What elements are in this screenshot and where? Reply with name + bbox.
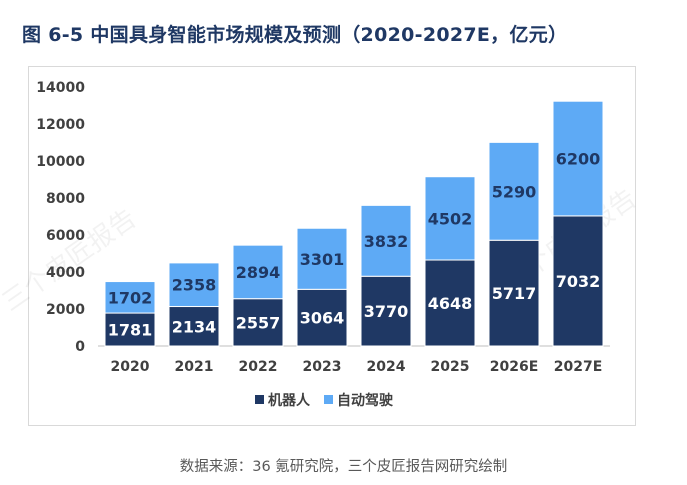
legend-label: 机器人: [268, 392, 311, 409]
y-tick-label: 12000: [36, 117, 85, 133]
bar-robot: [488, 239, 540, 347]
chart-frame: [28, 66, 636, 426]
data-label: 1781: [108, 321, 153, 340]
legend-label: 自动驾驶: [337, 392, 393, 409]
x-tick-label: 2022: [239, 359, 278, 375]
bar-autodrive: [552, 100, 604, 217]
data-label: 6200: [556, 150, 601, 169]
bar-robot: [232, 298, 284, 347]
y-tick-label: 4000: [46, 265, 85, 281]
bar-robot: [424, 259, 476, 347]
bar-robot: [296, 288, 348, 347]
source-note: 数据来源：36 氪研究院，三个皮匠报告网研究绘制: [179, 459, 508, 475]
data-label: 2358: [172, 276, 217, 295]
y-tick-label: 10000: [36, 154, 85, 170]
data-label: 5717: [492, 284, 537, 303]
bar-robot: [552, 215, 604, 347]
data-label: 2557: [236, 313, 281, 332]
bar-autodrive: [488, 141, 540, 241]
data-label: 3064: [300, 309, 345, 328]
y-tick-label: 0: [75, 339, 85, 355]
data-label: 3832: [364, 232, 409, 251]
data-label: 7032: [556, 272, 601, 291]
bar-robot: [104, 312, 156, 347]
data-label: 5290: [492, 182, 537, 201]
data-label: 3770: [364, 302, 409, 321]
x-tick-label: 2025: [431, 359, 470, 375]
x-tick-label: 2023: [303, 359, 342, 375]
x-tick-label: 2021: [175, 359, 214, 375]
bar-robot: [360, 275, 412, 347]
y-tick-label: 2000: [46, 302, 85, 318]
data-label: 4502: [428, 209, 473, 228]
chart-title: 图 6-5 中国具身智能市场规模及预测（2020-2027E，亿元）: [22, 24, 568, 46]
bar-autodrive: [296, 227, 348, 290]
bar-autodrive: [104, 281, 156, 314]
data-label: 4648: [428, 294, 473, 313]
data-label: 2134: [172, 317, 217, 336]
bar-autodrive: [424, 176, 476, 261]
data-label: 3301: [300, 250, 345, 269]
x-tick-label: 2027E: [554, 359, 603, 375]
x-tick-label: 2020: [111, 359, 150, 375]
data-label: 1702: [108, 288, 153, 307]
bar-autodrive: [360, 204, 412, 277]
bar-autodrive: [232, 244, 284, 300]
legend-swatch: [324, 395, 333, 404]
legend-swatch: [255, 395, 264, 404]
x-tick-label: 2024: [367, 359, 406, 375]
bar-autodrive: [168, 262, 220, 308]
x-tick-label: 2026E: [490, 359, 539, 375]
y-tick-label: 14000: [36, 80, 85, 96]
data-label: 2894: [236, 263, 281, 282]
y-tick-label: 8000: [46, 191, 85, 207]
y-tick-label: 6000: [46, 228, 85, 244]
